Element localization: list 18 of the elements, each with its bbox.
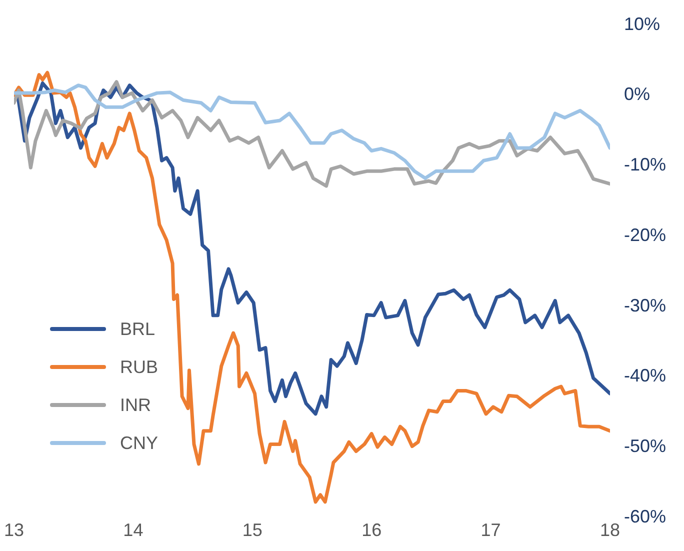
y-tick-label: -60% [624, 506, 666, 526]
legend-label: RUB [120, 356, 158, 378]
y-tick-label: -20% [624, 224, 666, 245]
x-tick-label: 18 [600, 520, 620, 540]
legend-label: BRL [120, 318, 156, 340]
y-tick-label: -30% [624, 295, 666, 316]
y-tick-label: -40% [624, 366, 666, 386]
legend-label: CNY [120, 432, 158, 454]
x-tick-label: 17 [480, 520, 501, 540]
y-tick-label: 0% [624, 84, 650, 104]
y-tick-label: -50% [624, 436, 666, 456]
y-tick-label: 10% [624, 14, 660, 34]
x-tick-label: 14 [123, 520, 144, 540]
y-tick-label: -10% [624, 154, 666, 175]
x-tick-label: 16 [362, 520, 382, 540]
legend-label: INR [120, 394, 151, 416]
x-tick-label: 15 [242, 520, 262, 540]
x-tick-label: 13 [4, 520, 24, 540]
